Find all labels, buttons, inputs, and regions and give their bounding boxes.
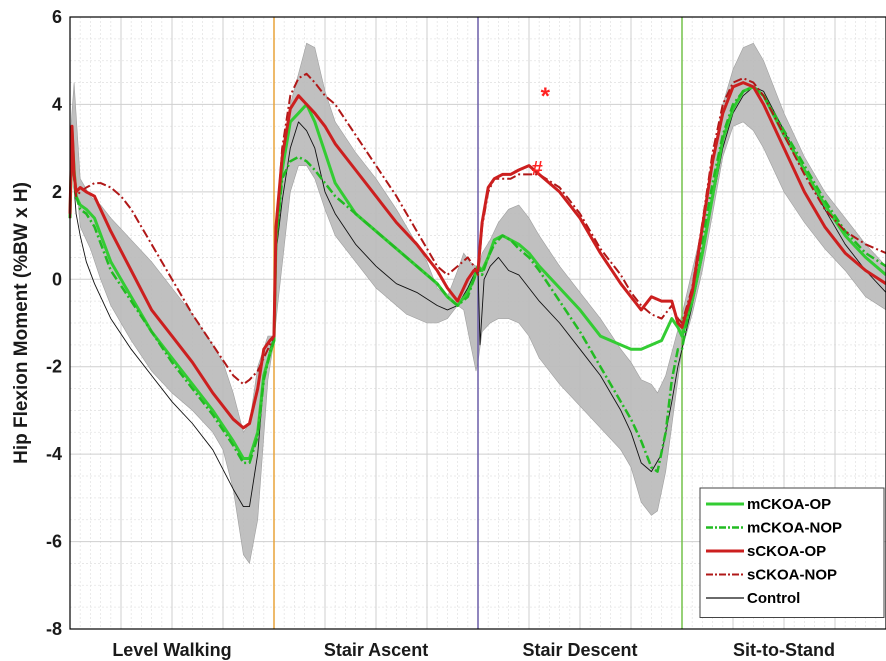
phase-label: Stair Ascent — [324, 640, 428, 660]
y-axis-label: Hip Flexion Moment (%BW x H) — [11, 182, 32, 464]
y-tick-labels: 6 4 2 0 -2 -4 -6 -8 — [46, 7, 62, 639]
plot-frame — [69, 16, 886, 630]
annotation-mark: # — [532, 158, 543, 180]
significance-annotations: *# — [532, 83, 551, 180]
y-tick-label: -2 — [46, 357, 62, 377]
legend-entry: Control — [747, 590, 800, 607]
y-tick-label: -6 — [46, 532, 62, 552]
series-line-mckoa-op — [68, 85, 886, 460]
y-tick-label: 2 — [52, 182, 62, 202]
y-tick-label: -8 — [46, 619, 62, 639]
series-line-mckoa-nop — [68, 85, 886, 473]
phase-label: Level Walking — [112, 640, 231, 660]
legend-entry: sCKOA-NOP — [747, 567, 837, 584]
phase-label: Stair Descent — [522, 640, 637, 660]
annotation-mark: * — [541, 83, 551, 110]
series-lines — [68, 72, 886, 508]
legend-box — [699, 487, 885, 618]
y-tick-label: 4 — [52, 94, 62, 114]
y-tick-label: 0 — [52, 269, 62, 289]
phase-labels: Level Walking Stair Ascent Stair Descent Si… — [112, 640, 835, 660]
legend-entry: sCKOA-OP — [747, 543, 826, 560]
phase-label: Sit-to-Stand — [733, 640, 835, 660]
series-line-sckoa-op — [68, 81, 886, 430]
legend-entry: mCKOA-NOP — [747, 520, 842, 537]
legend: mCKOA-OP mCKOA-NOP sCKOA-OP sCKOA-NOP Contro… — [699, 487, 885, 618]
legend-entry: mCKOA-OP — [747, 496, 831, 513]
y-tick-label: -4 — [46, 444, 62, 464]
y-tick-label: 6 — [52, 7, 62, 27]
